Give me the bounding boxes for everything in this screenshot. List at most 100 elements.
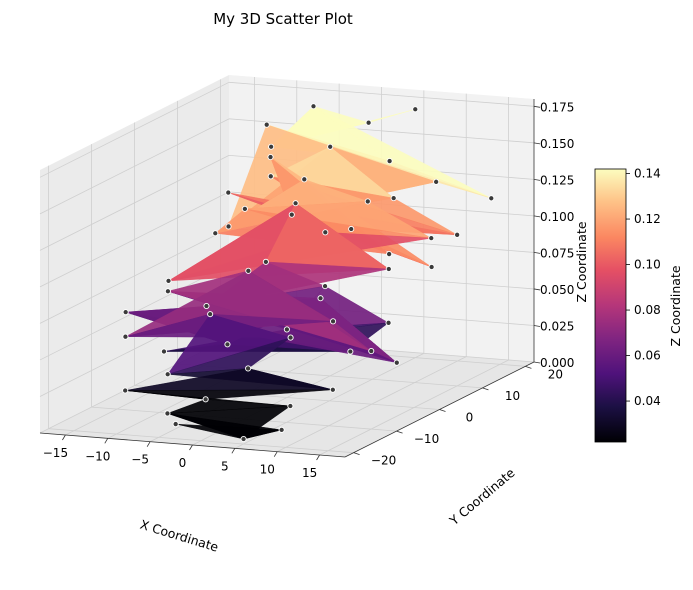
colorbar-label: Z Coordinate xyxy=(668,265,683,346)
x-tick-label: 0 xyxy=(179,456,187,470)
x-tick-label: −5 xyxy=(131,453,149,467)
x-tick-mark xyxy=(231,448,236,454)
chart-title: My 3D Scatter Plot xyxy=(213,10,353,28)
grid-z-left xyxy=(39,81,230,178)
scatter-point xyxy=(288,211,295,218)
scatter-point xyxy=(164,410,171,417)
y-tick-mark xyxy=(353,452,360,456)
z-axis-label: Z Coordinate xyxy=(574,221,589,302)
scatter-point xyxy=(386,158,393,165)
y-tick-label: −20 xyxy=(371,454,396,468)
y-tick-mark xyxy=(439,409,446,412)
x-tick-label: 15 xyxy=(302,466,317,480)
scatter-point xyxy=(327,143,334,150)
scatter-point xyxy=(212,230,219,237)
colorbar-tick-label: 0.14 xyxy=(634,167,661,181)
scatter-point xyxy=(347,348,354,355)
x-tick-mark xyxy=(189,444,193,451)
scatter-point xyxy=(245,365,252,372)
scatter-point xyxy=(385,319,392,326)
z-tick-label: 0.175 xyxy=(540,100,574,114)
scatter-point xyxy=(385,265,392,273)
colorbar-ticks: 0.04 0.06 0.08 0.10 0.12 0.14 xyxy=(626,167,661,408)
scatter-point xyxy=(165,277,172,284)
colorbar xyxy=(594,168,627,443)
scatter-point xyxy=(160,348,168,355)
z-tick-label: 0.125 xyxy=(540,173,574,187)
scatter-point xyxy=(329,386,336,393)
scatter-point xyxy=(164,371,171,378)
z-tick-mark xyxy=(533,105,541,108)
scatter-point xyxy=(330,318,337,325)
y-tick-mark xyxy=(525,365,532,369)
scatter-point xyxy=(412,106,419,113)
z-tick-mark xyxy=(533,252,541,254)
z-tick-mark xyxy=(533,215,541,218)
scatter-point xyxy=(393,359,400,366)
scatter-point xyxy=(122,387,129,394)
grid-z-left xyxy=(39,228,230,324)
scatter-point xyxy=(322,229,329,236)
y-tick-label: 0 xyxy=(466,411,474,425)
x-axis-label: X Coordinate xyxy=(138,517,220,555)
x-tick-mark xyxy=(273,451,278,457)
scatter-point xyxy=(292,200,299,207)
scatter-point xyxy=(278,426,285,433)
scatter-point xyxy=(240,435,247,443)
z-tick-label: 0.075 xyxy=(540,246,574,260)
scatter-point xyxy=(164,288,171,295)
x-tick-label: −10 xyxy=(85,449,110,463)
x-tick-mark xyxy=(104,438,109,444)
scatter-point xyxy=(301,176,308,183)
grid-y-floor xyxy=(48,428,354,454)
scatter-point xyxy=(454,231,461,238)
scatter-point xyxy=(386,251,393,258)
scatter-point xyxy=(203,302,210,310)
scatter-point xyxy=(225,223,232,230)
z-tick-label: 0.100 xyxy=(540,210,574,224)
z-tick-mark xyxy=(533,178,541,181)
x-tick-mark xyxy=(316,454,320,461)
y-tick-label: 10 xyxy=(505,389,520,403)
y-tick-label: −10 xyxy=(414,432,439,446)
scatter-point xyxy=(322,283,329,290)
scatter-point xyxy=(225,189,232,196)
scatter-point xyxy=(245,267,252,274)
scatter-point xyxy=(224,341,231,348)
colorbar-tick-label: 0.06 xyxy=(634,349,661,363)
scatter-point xyxy=(368,348,375,355)
scatter-point xyxy=(267,154,274,161)
scatter-point xyxy=(263,121,270,128)
z-tick-label: 0.150 xyxy=(540,137,574,151)
z-tick-label: 0.000 xyxy=(540,356,574,370)
y-axis-label: Y Coordinate xyxy=(446,465,518,529)
grid-z-back xyxy=(228,118,535,144)
scatter-point xyxy=(262,258,269,265)
surface-triangle xyxy=(175,423,282,440)
grid-z-back xyxy=(228,81,535,107)
x-tick-mark xyxy=(62,434,66,441)
z-tick-mark xyxy=(533,361,541,364)
scatter-point xyxy=(241,205,248,212)
scatter-point xyxy=(364,198,371,205)
y-tick-mark xyxy=(482,387,489,391)
scatter-point xyxy=(433,178,440,185)
colorbar-tick-label: 0.08 xyxy=(634,303,661,317)
scatter-point xyxy=(287,402,294,410)
axis-ticks: −15 −10 −5 0 5 10 15 −20 −10 0 10 200.000 0.025 0.050… xyxy=(39,99,574,480)
y-tick-label: 20 xyxy=(548,367,563,381)
scatter-point xyxy=(310,103,317,110)
z-tick-mark xyxy=(533,288,541,291)
y-tick-mark xyxy=(396,430,403,434)
x-tick-mark xyxy=(146,441,151,447)
grid-z-left xyxy=(39,118,230,215)
scatter-point xyxy=(365,119,372,126)
z-tick-mark xyxy=(533,325,541,327)
scatter-point xyxy=(428,263,435,271)
scatter-point xyxy=(268,143,275,150)
scatter-point xyxy=(317,295,324,302)
colorbar-tick-label: 0.10 xyxy=(634,258,661,272)
z-tick-mark xyxy=(533,142,541,145)
scatter-point xyxy=(202,396,209,403)
